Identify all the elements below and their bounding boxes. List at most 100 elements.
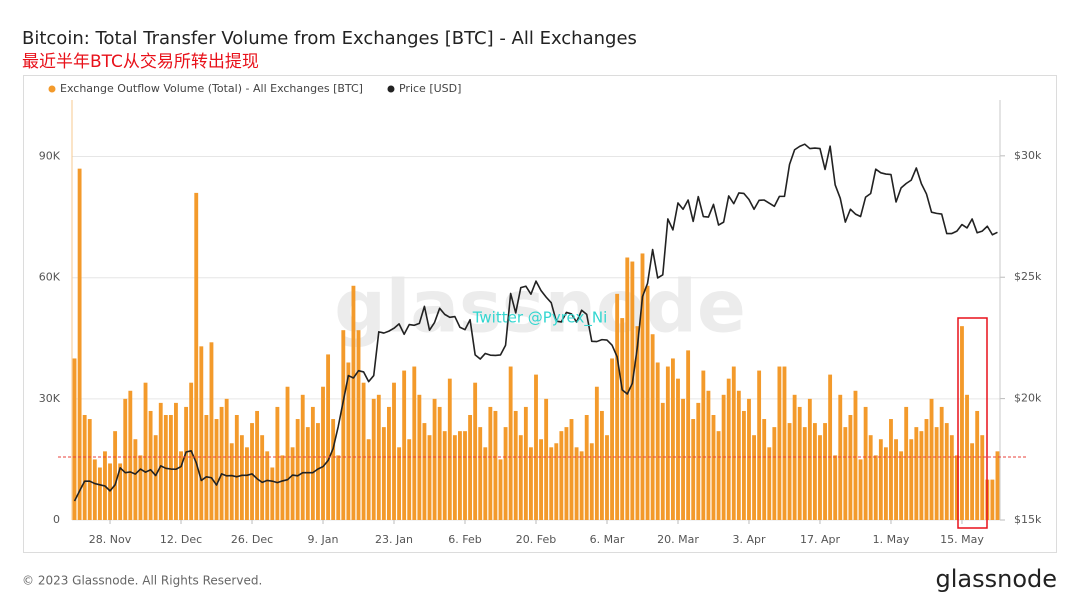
bar [493,410,498,520]
bar [711,415,716,520]
bar [833,455,838,520]
highlight-box [957,317,988,529]
bar [513,410,518,520]
price-line [73,143,998,502]
bar [650,334,655,520]
bar [914,427,919,520]
bar [270,467,275,520]
bar [676,378,680,520]
legend-label: Exchange Outflow Volume (Total) - All Ex… [60,82,363,95]
y-tick-label: 60K [39,271,61,284]
bar [975,410,980,520]
bar [209,342,214,520]
bar [87,419,92,520]
bar [148,410,153,520]
bar [559,431,564,520]
bar [452,435,457,520]
bar [518,435,523,520]
bar [894,439,898,520]
y2-tick-label: $20k [1014,392,1042,405]
bar [153,435,158,520]
bar [523,406,528,520]
bar [960,326,964,520]
bar [655,362,660,520]
bar [899,451,904,520]
bar [696,402,701,520]
bar [214,419,219,520]
bar [336,455,341,520]
bar [229,443,234,520]
bar [584,415,589,520]
x-tick-label: 17. Apr [800,533,840,546]
bar [138,455,143,520]
bar [772,427,777,520]
bar [752,435,756,520]
bar [599,410,604,520]
bar [219,406,224,520]
bar [478,427,483,520]
bar [818,435,822,520]
bar [118,463,123,520]
bar [681,398,685,520]
bar [300,394,305,520]
bar [909,439,914,520]
bar [133,439,138,520]
bar [437,406,442,520]
y2-tick-label: $15k [1014,513,1042,526]
bar [883,447,888,520]
x-tick-label: 12. Dec [160,533,202,546]
bar [828,374,833,520]
legend-label: Price [USD] [399,82,461,95]
bar [574,447,579,520]
bar [473,382,478,520]
bar [234,415,239,520]
bar [250,423,254,520]
bar [113,431,118,520]
bar [858,459,863,520]
bar [316,423,320,520]
x-tick-label: 20. Feb [516,533,556,546]
bar [498,459,503,520]
bar [539,439,543,520]
bar [665,366,670,520]
bar [620,318,625,520]
plot: 0 30K 60K 90K $15k $20k $25k $30k 28. Nov 12. Dec… [39,100,1042,546]
bar [762,419,767,520]
bar [615,293,620,520]
x-tick-label: 6. Mar [590,533,625,546]
bar [397,447,402,520]
bar [868,435,873,520]
bar [970,443,975,520]
bar [194,192,199,520]
bar [321,386,325,520]
bar [787,423,792,520]
bar [848,415,853,520]
bar [823,423,827,520]
bar [919,431,924,520]
bar [168,415,173,520]
bar [174,402,178,520]
bar [503,427,508,520]
bar [432,398,437,520]
bar [995,451,1000,520]
bar [224,398,229,520]
bar [726,378,731,520]
bar [716,431,721,520]
bar [980,435,985,520]
y2-tick-label: $30k [1014,149,1042,162]
bar [310,406,315,520]
y2-tick-label: $25k [1014,270,1042,283]
bar [954,455,959,520]
bar [797,406,802,520]
bar [736,390,741,520]
chart-title: Bitcoin: Total Transfer Volume from Exch… [22,28,637,49]
bar [934,427,939,520]
bar [965,394,969,520]
bar [402,370,407,520]
bar [199,346,204,520]
bar [290,447,295,520]
bar [72,358,77,520]
bar [392,382,396,520]
bar [944,423,949,520]
